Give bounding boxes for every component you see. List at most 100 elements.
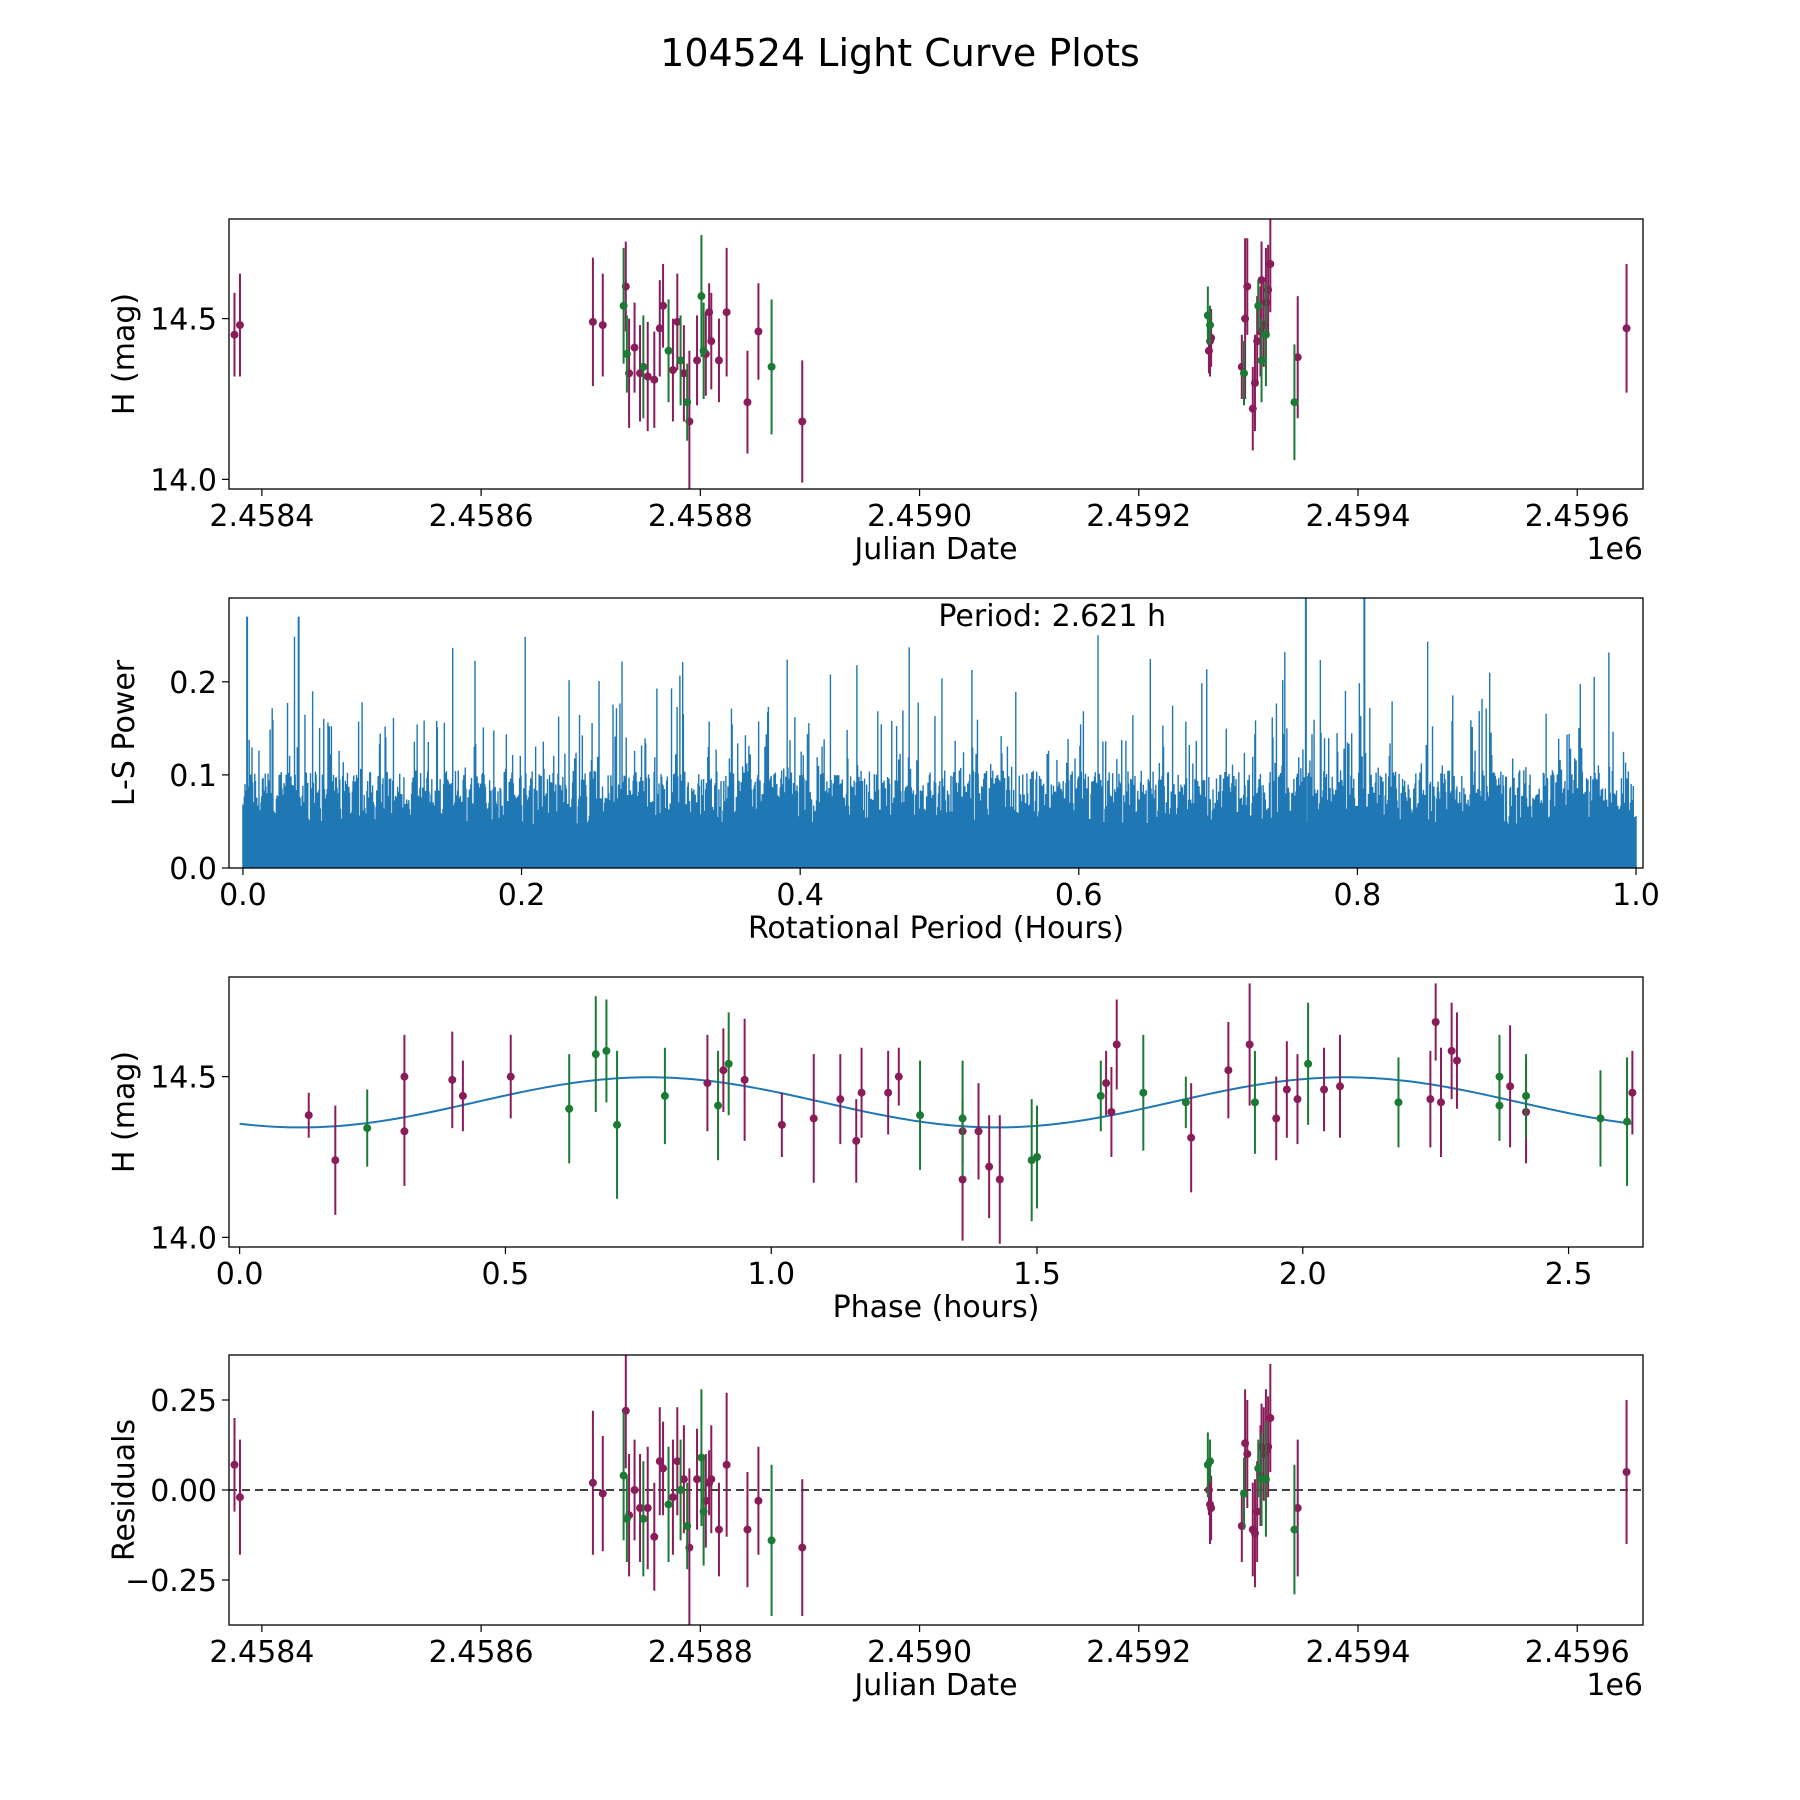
data-layer [304,983,1637,1244]
x-offset-label: 1e6 [1586,1668,1643,1703]
x-tick-label: 1.5 [1013,1257,1061,1292]
x-tick-label: 0.6 [1055,878,1103,913]
x-tick-label: 0.0 [216,1257,264,1292]
data-point [643,372,652,381]
data-point [588,317,597,326]
data-point [659,1464,668,1473]
data-point [703,1079,712,1088]
data-point [958,1175,967,1184]
data-point [676,356,685,365]
data-point [1290,398,1299,407]
data-point [1033,1153,1041,1161]
fit-curve [239,1076,1634,1129]
data-point [673,1457,682,1466]
panel-4: 2.4584 2.4586 2.4588 2.4590 2.4592 2.4594 2.45… [107,1354,1644,1703]
x-tick-label: 2.4588 [648,499,753,534]
x-tick-label: 2.4588 [648,1635,753,1670]
x-tick-label: 2.4586 [429,499,534,534]
data-point [985,1162,994,1171]
data-point [1282,1085,1291,1094]
data-point [1187,1133,1196,1142]
data-point [1293,353,1302,362]
data-point [679,1475,688,1484]
data-point [1522,1091,1531,1100]
data-point [798,1543,807,1552]
data-point [598,1489,607,1498]
data-point [639,362,648,371]
data-point [683,1522,692,1530]
x-tick-label: 0.8 [1334,878,1382,913]
data-point [1293,1504,1302,1512]
data-point [230,1460,239,1469]
data-point [676,1486,685,1494]
x-tick-label: 2.0 [1279,1257,1327,1292]
data-point [1112,1040,1121,1049]
data-point [363,1124,372,1133]
y-tick-label: 14.0 [150,463,217,498]
data-point [630,343,639,352]
data-point [1272,1114,1281,1123]
data-point [1254,301,1263,310]
data-point [1254,1464,1263,1473]
data-point [1437,1098,1445,1107]
x-tick-label: 2.4590 [867,1635,972,1670]
data-point [673,317,682,326]
data-point [1139,1088,1148,1097]
data-point [668,1493,677,1502]
data-point [974,1127,983,1136]
data-point [655,324,664,333]
x-offset-label: 1e6 [1586,532,1643,567]
x-tick-label: 2.4594 [1306,1635,1411,1670]
data-point [995,1175,1004,1184]
data-point [643,1504,652,1512]
data-point [636,1504,645,1512]
x-tick-label: 2.4590 [867,499,972,534]
data-layer [230,219,1631,489]
data-point [400,1127,409,1136]
data-point [1102,1079,1111,1088]
data-point [722,308,731,317]
y-tick-label: 0.2 [169,666,217,701]
x-tick-label: 0.0 [219,878,267,913]
period-annotation: Period: 2.621 h [938,599,1166,634]
data-point [668,366,677,375]
data-point [1240,1489,1249,1498]
x-tick-label: 2.4592 [1086,1635,1191,1670]
data-point [836,1095,845,1104]
y-tick-label: 14.5 [150,1061,217,1096]
data-point [693,356,702,365]
data-point [1506,1082,1515,1091]
plot-frame [228,218,1644,490]
data-point [1596,1114,1605,1123]
data-point [1243,1450,1252,1458]
data-point [598,321,607,330]
data-point [1293,1095,1302,1104]
data-point [1320,1085,1329,1094]
data-point [852,1136,861,1145]
data-point [722,1460,731,1469]
y-tick-label: 0.0 [169,852,217,887]
data-point [565,1104,574,1113]
data-point [707,337,716,346]
data-point [719,1066,728,1075]
y-tick-label: 14.0 [150,1221,217,1256]
data-point [304,1111,313,1120]
x-tick-label: 2.5 [1545,1257,1593,1292]
data-point [894,1072,903,1081]
data-point [798,417,807,426]
data-point [650,1532,659,1541]
x-tick-label: 0.4 [776,878,824,913]
x-tick-label: 2.4594 [1306,499,1411,534]
data-point [331,1156,340,1165]
x-axis-label: Julian Date [852,1668,1017,1703]
data-point [683,398,692,407]
x-tick-label: 2.4596 [1525,1635,1630,1670]
x-tick-label: 2.4584 [209,1635,314,1670]
data-point [1431,1018,1440,1026]
data-point [1266,260,1275,268]
x-tick-label: 2.4592 [1086,499,1191,534]
data-point [655,1457,664,1466]
data-point [639,1514,648,1523]
x-axis-label: Julian Date [852,532,1017,567]
data-point [767,1536,776,1545]
